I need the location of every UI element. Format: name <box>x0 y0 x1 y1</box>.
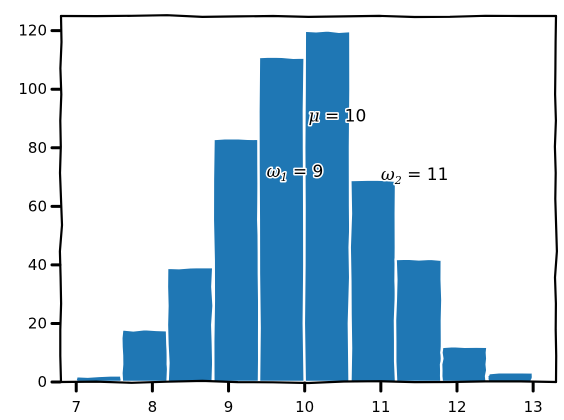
annotation-equals: = <box>402 165 427 185</box>
annotation-value: 11 <box>427 165 449 185</box>
x-tick-label: 12 <box>447 398 466 416</box>
histogram-bar <box>211 136 261 384</box>
annotation-value: 9 <box>313 162 324 182</box>
annotation-symbol: ω <box>267 162 281 182</box>
annotation-label: ω1 = 9 <box>267 162 324 184</box>
annotation-label: μ = 10 <box>309 106 367 126</box>
annotation-symbol: μ <box>309 106 320 126</box>
histogram-bar <box>348 178 399 384</box>
y-tick-label: 40 <box>28 256 47 274</box>
y-tick-label: 100 <box>18 80 47 98</box>
x-tick-label: 7 <box>71 398 81 416</box>
annotation-value: 10 <box>345 106 367 126</box>
axis-left-spine <box>58 14 64 384</box>
axis-top-spine <box>59 14 558 19</box>
y-tick-label: 60 <box>28 197 47 215</box>
histogram-bar <box>302 29 352 384</box>
histogram-bar <box>439 344 489 384</box>
x-tick-label: 13 <box>524 398 543 416</box>
axes-frame <box>58 14 558 385</box>
x-tick-label: 9 <box>224 398 234 416</box>
x-tick-label: 10 <box>295 398 314 416</box>
annotation-equals: = <box>287 162 312 182</box>
axis-bottom-spine <box>59 379 558 385</box>
axis-right-spine <box>553 14 558 384</box>
x-tick-label: 11 <box>371 398 390 416</box>
histogram-bar <box>120 327 170 384</box>
histogram-bar <box>165 265 215 384</box>
y-tick-label: 20 <box>28 314 47 332</box>
annotation-symbol: ω <box>381 165 395 185</box>
histogram-bar <box>485 370 535 384</box>
x-tick-label: 8 <box>148 398 158 416</box>
y-tick-label: 120 <box>18 22 47 40</box>
annotation-label: ω2 = 11 <box>381 165 449 187</box>
annotation-equals: = <box>320 106 345 126</box>
annotation-subscript: 2 <box>394 174 402 187</box>
histogram-bar <box>257 55 307 384</box>
histogram-bar <box>393 257 444 384</box>
annotation-subscript: 1 <box>280 171 287 184</box>
bars-layer <box>74 29 535 384</box>
y-tick-label: 0 <box>37 373 47 391</box>
y-tick-label: 80 <box>28 139 47 157</box>
